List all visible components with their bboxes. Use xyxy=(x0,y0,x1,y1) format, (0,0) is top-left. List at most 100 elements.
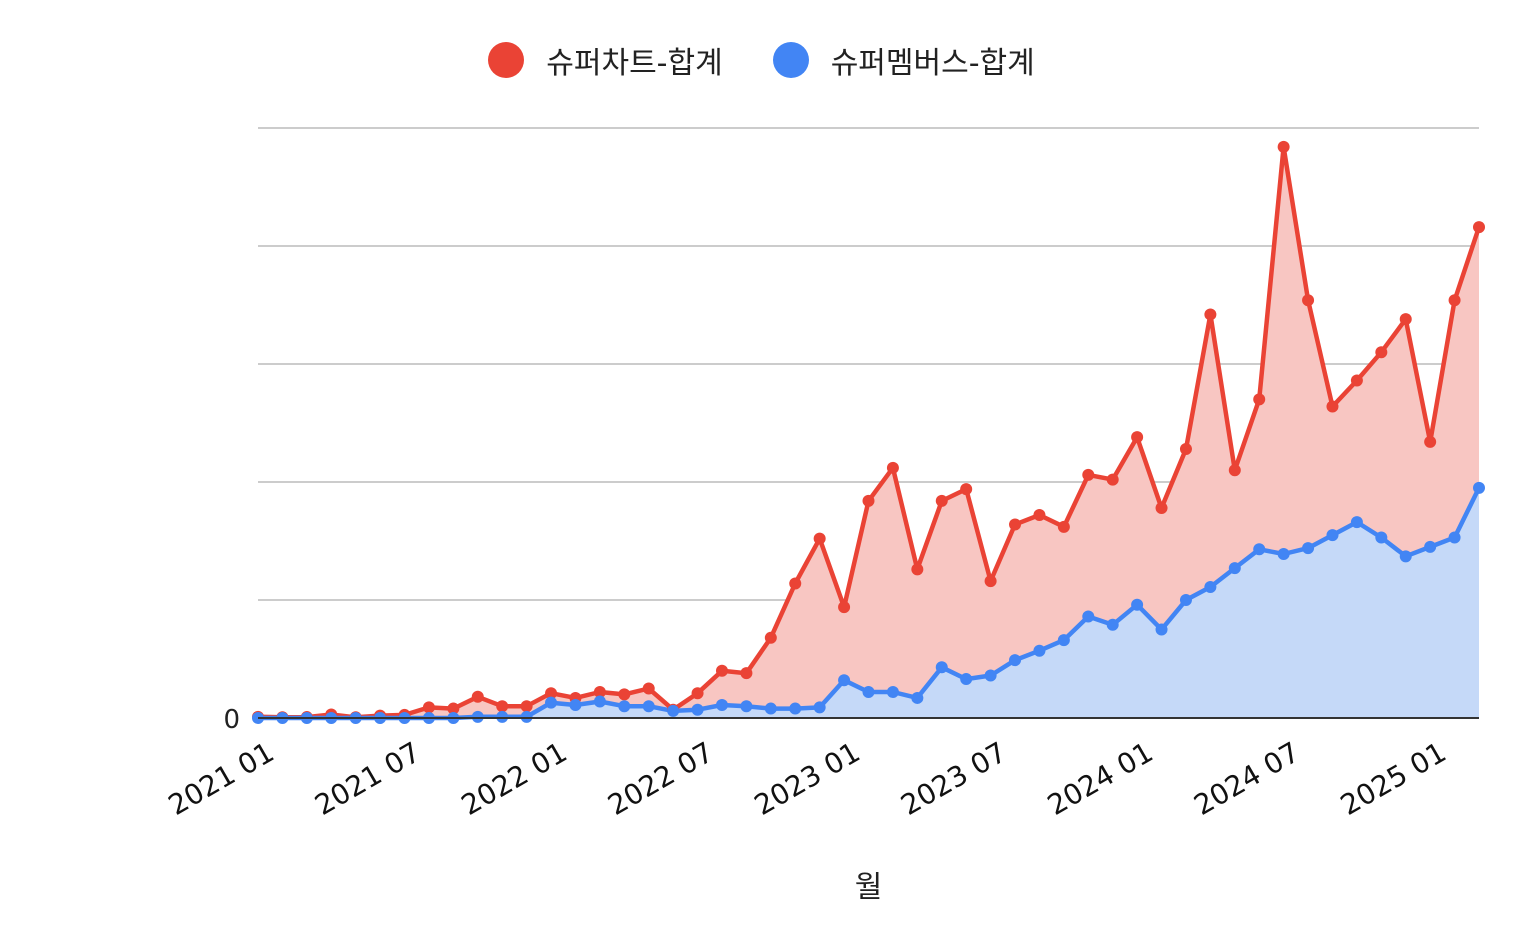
data-point xyxy=(471,690,484,703)
x-tick-label: 2021 07 xyxy=(309,735,426,821)
data-point xyxy=(1155,623,1168,636)
data-point xyxy=(1277,547,1290,560)
data-point xyxy=(886,686,899,699)
data-point xyxy=(691,703,704,716)
legend-swatch-superchart xyxy=(488,42,525,78)
data-point xyxy=(935,494,948,507)
data-point xyxy=(1131,431,1144,444)
series-areas xyxy=(258,146,1479,718)
data-point xyxy=(813,701,826,714)
data-point xyxy=(642,682,655,695)
x-tick-label: 2024 01 xyxy=(1042,735,1159,821)
data-point xyxy=(1057,520,1070,533)
legend-label-superchart: 슈퍼차트-합계 xyxy=(546,46,723,81)
data-point xyxy=(1448,531,1461,544)
data-point xyxy=(1350,374,1363,387)
data-point xyxy=(1350,516,1363,529)
obscured-block xyxy=(40,236,240,256)
data-point xyxy=(520,710,533,723)
y-tick-label-obscured xyxy=(40,354,240,374)
data-point xyxy=(1399,313,1412,326)
data-point xyxy=(1204,581,1217,594)
obscured-block xyxy=(40,354,240,374)
data-point xyxy=(886,461,899,474)
data-point xyxy=(1375,346,1388,359)
series-points xyxy=(252,140,1485,724)
data-point xyxy=(1204,308,1217,321)
series-area-1 xyxy=(258,487,1479,718)
data-point xyxy=(862,494,875,507)
data-point xyxy=(960,673,973,686)
y-tick-label-obscured xyxy=(40,590,240,610)
data-point xyxy=(667,704,680,717)
data-point xyxy=(1009,654,1022,667)
data-point xyxy=(545,696,558,709)
data-point xyxy=(1009,518,1022,531)
data-point xyxy=(740,700,753,713)
data-point xyxy=(496,710,509,723)
data-point xyxy=(447,702,460,715)
data-point xyxy=(1326,529,1339,542)
data-point xyxy=(569,699,582,712)
legend-label-supermembers: 슈퍼멤버스-합계 xyxy=(830,46,1035,81)
data-point xyxy=(984,575,997,588)
data-point xyxy=(1399,550,1412,563)
legend-item-supermembers[interactable]: 슈퍼멤버스-합계 xyxy=(772,38,1035,82)
legend-swatch-supermembers xyxy=(772,42,809,78)
y-tick-label-obscured xyxy=(40,236,240,256)
x-axis-label: 월 xyxy=(855,870,883,905)
data-point xyxy=(422,701,435,714)
obscured-block xyxy=(40,472,240,492)
x-axis-ticks: 2021 01 2021 07 2022 01 2022 07 2023 01 2023 … xyxy=(163,735,1452,821)
data-point xyxy=(1131,598,1144,611)
data-point xyxy=(1326,400,1339,413)
x-tick-label: 2021 01 xyxy=(163,735,280,821)
data-point xyxy=(1302,294,1315,307)
data-point xyxy=(1424,540,1437,553)
data-point xyxy=(1473,221,1485,234)
data-point xyxy=(1155,501,1168,514)
data-point xyxy=(691,687,704,700)
legend-item-superchart[interactable]: 슈퍼차트-합계 xyxy=(488,38,723,82)
data-point xyxy=(911,563,924,576)
data-point xyxy=(789,702,802,715)
data-point xyxy=(593,695,606,708)
x-tick-label: 2022 07 xyxy=(602,735,719,821)
data-point xyxy=(618,700,631,713)
data-point xyxy=(642,700,655,713)
data-point xyxy=(496,700,509,713)
data-point xyxy=(1106,473,1119,486)
data-point xyxy=(813,532,826,545)
data-point xyxy=(1033,509,1046,522)
data-point xyxy=(1057,634,1070,647)
obscured-block xyxy=(40,118,240,138)
y-tick-label-obscured xyxy=(40,118,240,138)
data-point xyxy=(1277,140,1290,153)
x-tick-label: 2022 01 xyxy=(456,735,573,821)
data-point xyxy=(1375,531,1388,544)
x-tick-label: 2025 01 xyxy=(1335,735,1452,821)
data-point xyxy=(740,667,753,680)
y-tick-label-obscured xyxy=(40,472,240,492)
data-point xyxy=(1033,644,1046,657)
data-point xyxy=(764,631,777,644)
data-point xyxy=(764,702,777,715)
data-point xyxy=(520,700,533,713)
y-axis-ticks: 0 xyxy=(40,118,240,735)
data-point xyxy=(1179,442,1192,455)
data-point xyxy=(1228,464,1241,477)
data-point xyxy=(1179,594,1192,606)
data-point xyxy=(1082,468,1095,481)
data-point xyxy=(911,691,924,704)
data-point xyxy=(1302,542,1315,555)
data-point xyxy=(838,601,851,614)
data-point xyxy=(935,661,948,674)
data-point xyxy=(1253,393,1266,406)
data-point xyxy=(789,577,802,590)
data-point xyxy=(1228,562,1241,575)
x-tick-label: 2024 07 xyxy=(1188,735,1305,821)
legend: 슈퍼차트-합계 슈퍼멤버스-합계 xyxy=(0,38,1523,82)
data-point xyxy=(984,669,997,682)
x-tick-label: 2023 01 xyxy=(749,735,866,821)
